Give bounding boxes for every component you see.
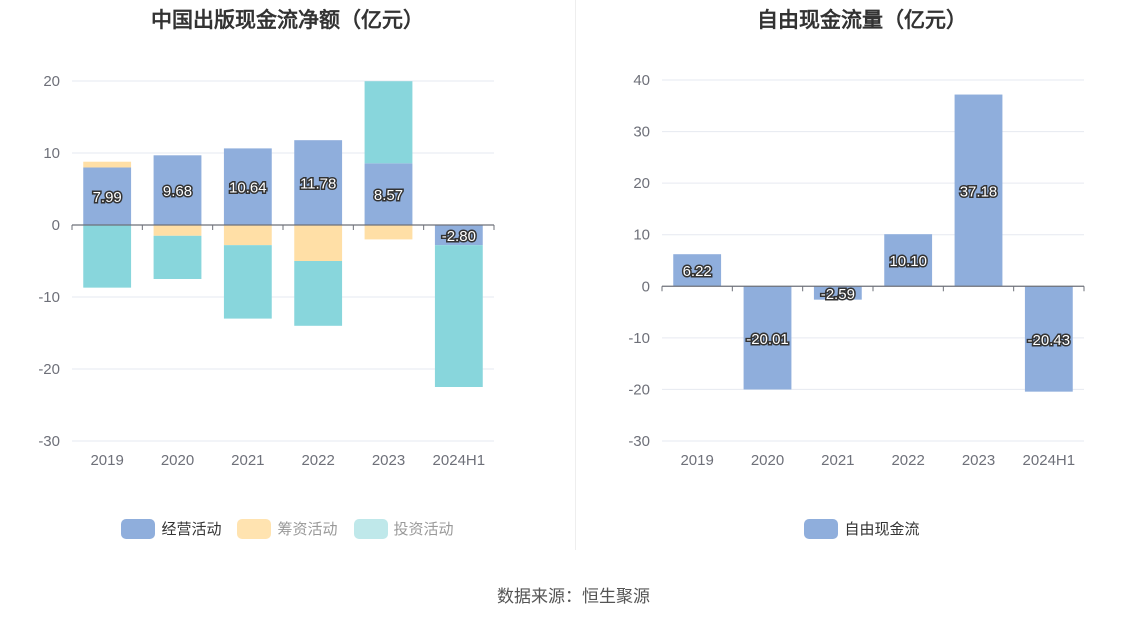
legend-swatch-operating	[121, 518, 156, 539]
chart-legend: 自由现金流	[577, 518, 1147, 539]
bar-自由现金流[interactable]	[673, 254, 722, 287]
bar-投资活动[interactable]	[434, 245, 483, 387]
legend-label: 筹资活动	[277, 520, 338, 538]
x-tick-label: 2019	[680, 452, 713, 469]
data-label: 8.57	[374, 187, 403, 204]
x-tick-label: 2022	[301, 452, 334, 469]
x-tick-label: 2021	[231, 452, 264, 469]
y-tick-label: 20	[633, 175, 650, 192]
data-label: 6.22	[683, 263, 712, 280]
free-cash-flow-chart-panel: 自由现金流量（亿元） 40 30 20 10 0 -10 -20 -30 2019 2020 202…	[577, 0, 1147, 560]
y-tick-label: 20	[43, 73, 60, 90]
legend-label: 投资活动	[393, 520, 454, 538]
legend-item-operating[interactable]: 经营活动	[121, 518, 221, 539]
data-label: -2.80	[442, 228, 476, 245]
legend-item-free-cash-flow[interactable]: 自由现金流	[804, 518, 920, 539]
x-tick-label: 2023	[962, 452, 995, 469]
bar-经营活动[interactable]	[364, 163, 413, 225]
y-tick-label: 10	[633, 227, 650, 244]
legend-swatch-financing	[237, 518, 272, 539]
data-label: 10.64	[229, 180, 267, 197]
data-label: 9.68	[163, 183, 192, 200]
free-cash-flow-chart: 40 30 20 10 0 -10 -20 -30 2019 2020 2021 2022 2023 20…	[628, 72, 1085, 469]
y-tick-label: 40	[633, 72, 650, 89]
bar-投资活动[interactable]	[294, 261, 343, 326]
bar-投资活动[interactable]	[153, 235, 202, 279]
legend-item-financing[interactable]: 筹资活动	[237, 518, 338, 539]
bar-投资活动[interactable]	[364, 81, 413, 164]
legend-label: 自由现金流	[844, 520, 920, 538]
cash-flow-chart-panel: 中国出版现金流净额（亿元） 20 10 0 -10 -20 -30 2019 2020 2021…	[0, 0, 575, 560]
x-tick-label: 2023	[372, 452, 405, 469]
x-tick-label: 2022	[891, 452, 924, 469]
data-label: -20.01	[746, 331, 789, 348]
bar-自由现金流[interactable]	[813, 286, 862, 300]
cash-flow-chart: 20 10 0 -10 -20 -30 2019 2020 2021 2022 2023 2024H1…	[38, 73, 495, 469]
bar-投资活动[interactable]	[83, 225, 132, 288]
y-tick-label: -30	[628, 433, 650, 450]
bar-经营活动[interactable]	[223, 148, 272, 225]
bar-自由现金流[interactable]	[954, 94, 1003, 287]
bar-经营活动[interactable]	[294, 140, 343, 225]
y-tick-label: 30	[633, 124, 650, 141]
y-tick-label: -30	[38, 433, 60, 450]
bar-筹资活动[interactable]	[223, 225, 272, 246]
x-tick-label: 2021	[821, 452, 854, 469]
chart-title: 自由现金流量（亿元）	[757, 8, 967, 32]
y-tick-label: -20	[38, 361, 60, 378]
x-tick-label: 2019	[90, 452, 123, 469]
legend-swatch-free-cash-flow	[804, 518, 839, 539]
y-tick-label: 10	[43, 145, 60, 162]
source-note: 数据来源：恒生聚源	[497, 587, 650, 607]
x-tick-label: 2020	[161, 452, 194, 469]
data-label: -20.43	[1028, 332, 1071, 349]
y-tick-label: 0	[52, 217, 60, 234]
data-label: -2.59	[821, 286, 855, 303]
bar-经营活动[interactable]	[434, 225, 483, 246]
bar-自由现金流[interactable]	[884, 234, 933, 287]
bar-自由现金流[interactable]	[1024, 286, 1073, 392]
x-tick-label: 2020	[751, 452, 784, 469]
bar-筹资活动[interactable]	[364, 225, 413, 240]
legend-label: 经营活动	[161, 520, 222, 538]
bar-筹资活动[interactable]	[294, 225, 343, 261]
bar-经营活动[interactable]	[83, 167, 132, 225]
data-label: 37.18	[960, 183, 998, 200]
data-label: 7.99	[93, 189, 122, 206]
x-tick-label: 2024H1	[433, 452, 486, 469]
y-tick-label: -20	[628, 381, 650, 398]
bar-自由现金流[interactable]	[743, 286, 792, 390]
legend-item-investing[interactable]: 投资活动	[353, 518, 454, 539]
y-tick-label: 0	[642, 278, 650, 295]
bar-筹资活动[interactable]	[83, 161, 132, 168]
y-tick-label: -10	[38, 289, 60, 306]
legend-swatch-investing	[353, 518, 388, 539]
x-tick-label: 2024H1	[1023, 452, 1076, 469]
chart-legend: 经营活动 筹资活动 投资活动	[0, 518, 575, 539]
panel-divider	[575, 0, 576, 550]
data-label: 10.10	[889, 253, 927, 270]
chart-title: 中国出版现金流净额（亿元）	[151, 8, 424, 32]
bar-经营活动[interactable]	[153, 155, 202, 225]
bar-筹资活动[interactable]	[153, 225, 202, 236]
y-tick-label: -10	[628, 330, 650, 347]
bar-投资活动[interactable]	[223, 245, 272, 319]
data-label: 11.78	[300, 176, 336, 193]
